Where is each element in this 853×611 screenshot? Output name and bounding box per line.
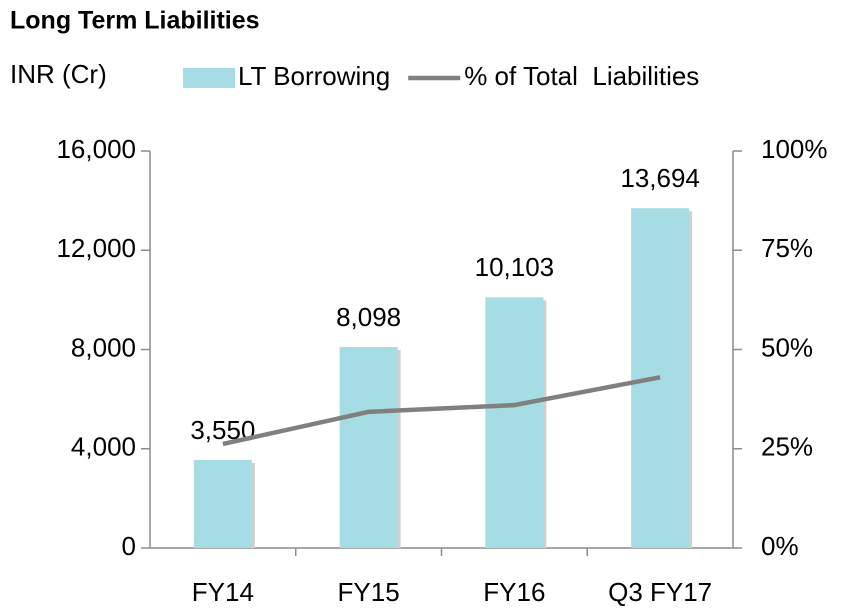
x-tick-label: Q3 FY17 [608,577,712,607]
data-label: 10,103 [475,252,555,282]
x-tick-label: FY16 [483,577,545,607]
legend-label: LT Borrowing [238,61,390,91]
y-tick-label: 16,000 [56,134,136,164]
y-tick-label: 12,000 [56,233,136,263]
x-tick-label: FY14 [192,577,254,607]
y-tick-label: 0 [122,531,136,561]
y2-tick-label: 100% [761,134,828,164]
bar [485,297,544,548]
y2-tick-label: 50% [761,332,813,362]
legend-label: % of Total Liabilities [464,61,699,91]
bar [193,459,252,548]
line [222,375,661,447]
chart-title: Long Term Liabilities [10,7,260,35]
y-axis-label: INR (Cr) [10,59,107,89]
data-label: 8,098 [336,302,401,332]
y2-tick-label: 0% [761,531,799,561]
y2-tick-label: 25% [761,432,813,462]
y-tick-label: 4,000 [71,432,136,462]
y2-tick-label: 75% [761,233,813,263]
bar [339,347,398,548]
x-tick-label: FY15 [338,577,400,607]
legend-swatch [183,68,235,88]
y-tick-label: 8,000 [71,332,136,362]
data-label: 13,694 [620,163,700,193]
